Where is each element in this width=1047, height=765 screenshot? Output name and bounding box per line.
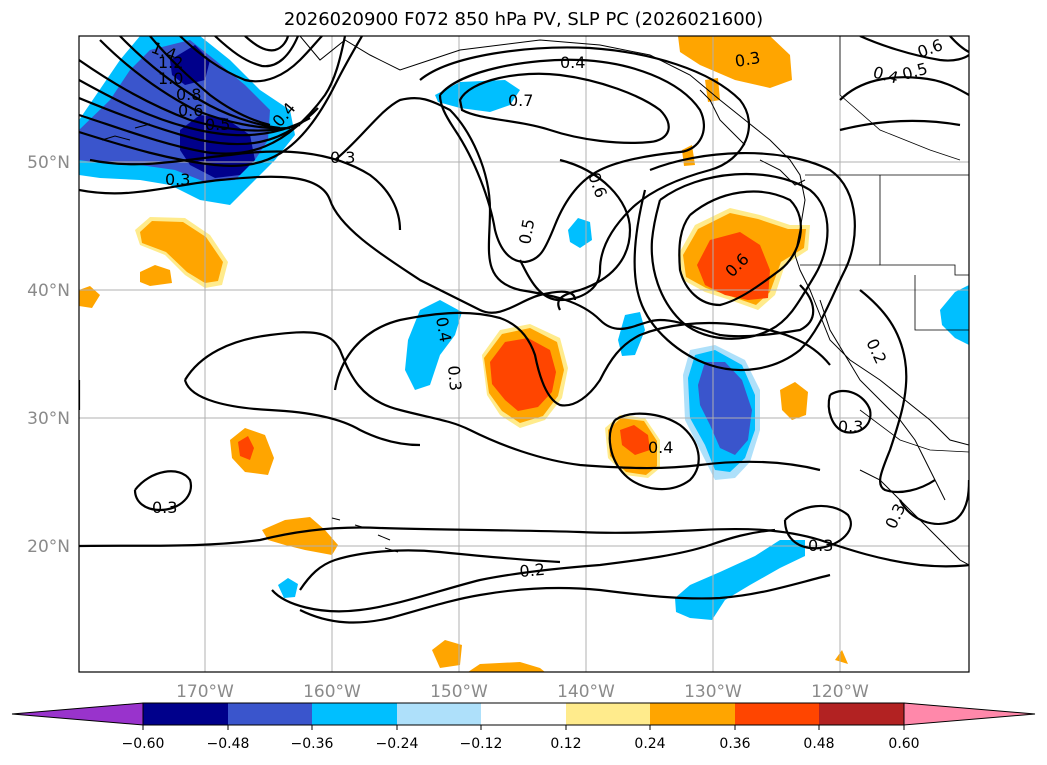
contour-label: 0.3 [152,498,177,517]
lat-label-50n: 50°N [27,153,70,173]
colorbar-bin [650,703,735,725]
contour-label: 0.6 [178,101,203,120]
contour-label: 0.2 [519,560,546,581]
colorbar-bin [566,703,650,725]
colorbar-tick-label: 0.24 [634,736,665,752]
pv-positive-west-1-orange [140,221,223,283]
pv-positive-central-core [490,338,556,411]
lat-labels: 50°N 40°N 30°N 20°N [27,153,70,557]
pv-negative-south [675,540,805,620]
map-frame [78,35,970,673]
contour-label: 0.4 [648,438,673,457]
pv-positive-coast [678,36,792,88]
colorbar-bin [143,703,228,725]
contour-label: 0.5 [205,115,230,134]
contour-label: 1.0 [158,69,183,88]
contour-label: 0.4 [432,315,455,343]
lon-label-170w: 170°W [176,682,234,702]
colorbar-tick-label: 0.48 [803,736,834,752]
lat-label-40n: 40°N [27,281,70,301]
colorbar-tick-label: −0.24 [376,736,419,752]
colorbar: −0.60 −0.48 −0.36 −0.24 −0.12 0.12 0.24 … [11,702,1036,752]
lon-label-150w: 150°W [430,682,488,702]
contour-label: 0.5 [515,217,538,245]
colorbar-bin [481,703,566,725]
colorbar-tick-label: 0.12 [550,736,581,752]
colorbar-tick-label: 0.36 [719,736,750,752]
colorbar-frame [142,702,905,726]
lon-label-160w: 160°W [303,682,361,702]
colorbar-bin [397,703,481,725]
lat-label-20n: 20°N [27,537,70,557]
contour-label: 0.3 [838,417,863,436]
contour-label: 0.8 [176,85,201,104]
pv-positive-bottom-1 [432,640,462,668]
lon-label-140w: 140°W [557,682,615,702]
map-title: 2026020900 F072 850 hPa PV, SLP PC (2026… [283,9,764,30]
colorbar-tick-label: 0.60 [888,736,919,752]
pv-positive-bottom-3 [835,650,848,664]
political-borders [800,36,969,453]
colorbar-tick-label: −0.48 [207,736,250,752]
colorbar-bin [312,703,397,725]
contour-label: 1.2 [158,53,183,72]
colorbar-bin [228,703,312,725]
pv-positive-bottom-2 [468,662,545,672]
pv-positive-west-2 [140,265,172,286]
contour-label: 0.3 [733,48,761,71]
pv-positive-pnw-core [697,232,770,300]
pv-positive-se [780,382,808,420]
contour-label: 0.3 [808,536,833,555]
pv-positive-hawaii-west-core [238,436,254,460]
colorbar-tick-label: −0.60 [122,736,165,752]
pv-positive-west-3 [79,286,100,308]
pv-negative-south-small [278,578,298,598]
lon-label-130w: 130°W [684,682,742,702]
colorbar-bin [819,703,904,725]
contour-label: 0.3 [165,170,190,189]
contour-label: 0.7 [508,91,533,110]
map-content: 1.4 1.2 1.0 0.8 0.6 0.5 0.4 0.3 0.3 0.4 … [79,36,969,672]
pv-negative-deep-core-2 [170,45,210,85]
colorbar-tick-label: −0.12 [460,736,503,752]
colorbar-tick-label: −0.36 [291,736,334,752]
colorbar-bin [735,703,819,725]
contour-label: 0.4 [560,53,585,72]
slp-contours [79,36,969,624]
pv-negative-offshore-core [698,362,752,455]
pv-positive-south-1-core [620,425,650,455]
colorbar-extend-high [903,702,1036,726]
pv-negative-central [405,300,462,390]
lon-labels: 170°W 160°W 150°W 140°W 130°W 120°W [176,682,869,702]
contour-label: 0.3 [444,365,465,392]
pv-negative-alaska [435,80,520,112]
contour-label: 0.3 [330,148,355,167]
colorbar-extend-low [11,702,144,726]
contour-labels: 1.4 1.2 1.0 0.8 0.6 0.5 0.4 0.3 0.3 0.4 … [149,36,946,581]
lat-label-30n: 30°N [27,409,70,429]
lon-label-120w: 120°W [811,682,869,702]
